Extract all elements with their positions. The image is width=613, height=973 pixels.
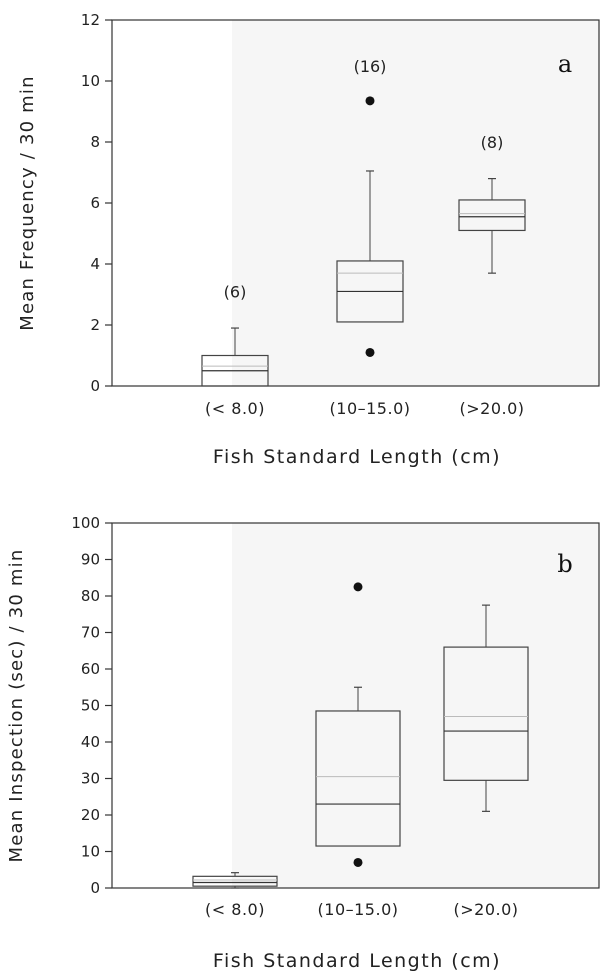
box-iqr [192,875,278,887]
box-2 [336,96,404,357]
plot-area-left [112,523,232,888]
plot-area-left [112,20,232,386]
category-label: (10–15.0) [318,900,399,919]
box-iqr [315,710,401,847]
panel-b: 0 10 20 30 40 50 60 70 80 90 100 Mean Inspection (s… [6,514,600,972]
box-3 [458,178,526,274]
category-label: (< 8.0) [205,399,265,418]
sample-size-label: (8) [481,133,504,152]
box-1 [201,327,269,387]
box-1 [192,872,278,889]
y-axis-title: Mean Frequency / 30 min [17,75,38,330]
sample-size-label: (6) [224,283,247,302]
y-tick-label: 100 [71,514,100,532]
outlier-point [353,582,363,592]
y-tick-label: 10 [81,72,100,90]
y-tick-label: 20 [81,806,100,824]
box-iqr [443,646,529,781]
y-tick-label: 60 [81,660,100,678]
y-tick-label: 6 [90,194,100,212]
outlier-point [365,347,375,357]
y-axis-title: Mean Inspection (sec) / 30 min [6,549,27,863]
x-axis-title: Fish Standard Length (cm) [213,950,501,972]
outlier-point [353,857,363,867]
category-label: (>20.0) [453,900,518,919]
y-tick-label: 2 [90,316,100,334]
y-tick-label: 50 [81,697,100,715]
y-tick-label: 40 [81,733,100,751]
y-tick-label: 8 [90,133,100,151]
category-label: (10–15.0) [330,399,411,418]
y-tick-label: 0 [90,879,100,897]
y-tick-label: 90 [81,551,100,569]
box-2 [315,582,401,867]
y-tick-label: 12 [81,11,100,29]
box-3 [443,604,529,812]
y-tick-label: 10 [81,843,100,861]
box-iqr [458,199,526,232]
sample-size-label: (16) [354,57,387,76]
y-tick-label: 70 [81,624,100,642]
category-label: (< 8.0) [205,900,265,919]
y-tick-label: 4 [90,255,100,273]
y-tick-label: 80 [81,587,100,605]
panel-label: a [558,50,572,78]
y-tick-label: 30 [81,770,100,788]
outlier-point [365,96,375,106]
panel-a: 0 2 4 6 8 10 12 Mean Frequency / 30 min a (6) (16)… [17,11,600,468]
panel-label: b [557,550,572,578]
category-label: (>20.0) [459,399,524,418]
x-axis-title: Fish Standard Length (cm) [213,446,501,468]
y-tick-label: 0 [90,377,100,395]
